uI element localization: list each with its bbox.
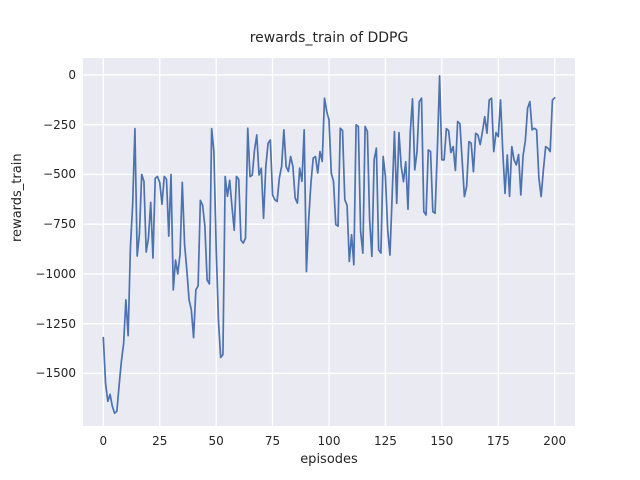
y-tick-label: −1500 (35, 366, 76, 381)
plot-area (83, 58, 575, 426)
y-tick-label: −750 (43, 217, 76, 232)
y-tick-label: −250 (43, 117, 76, 132)
x-tick-label: 150 (430, 434, 454, 448)
x-tick-label: 25 (152, 434, 168, 448)
x-tick-label: 200 (543, 434, 567, 448)
data-line-rewards_train (102, 75, 556, 415)
y-tick-label: −1000 (35, 266, 76, 281)
x-tick-label: 50 (208, 434, 224, 448)
x-tick-label: 175 (486, 434, 510, 448)
chart-svg (83, 58, 575, 426)
x-tick-label: 100 (317, 434, 341, 448)
chart-title: rewards_train of DDPG (249, 30, 409, 46)
x-tick-label: 125 (373, 434, 397, 448)
x-tick-label: 0 (99, 434, 108, 448)
y-tick-label: −1250 (35, 316, 76, 331)
x-tick-label: 75 (264, 434, 281, 448)
x-axis-label: episodes (300, 452, 358, 467)
y-tick-label: 0 (68, 67, 76, 82)
y-tick-label: −500 (43, 167, 76, 182)
